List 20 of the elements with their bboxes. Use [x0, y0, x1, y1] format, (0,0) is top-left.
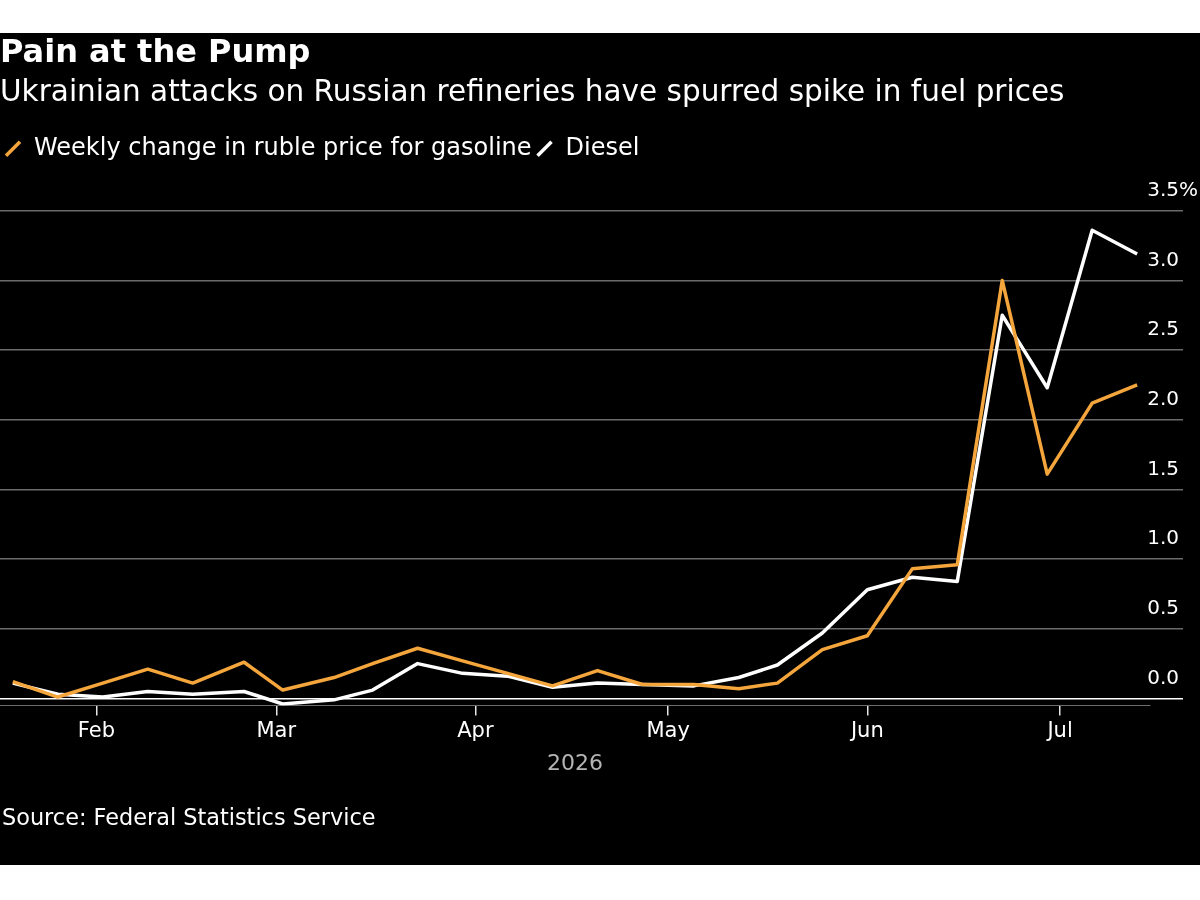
x-tick-label: Mar	[256, 718, 297, 743]
y-tick-label: 1.0	[1147, 525, 1179, 550]
x-tick-label: May	[646, 718, 690, 743]
x-tick-label: Jul	[1045, 718, 1073, 743]
y-tick-label: 1.5	[1147, 455, 1179, 480]
y-tick-label: 2.0	[1147, 385, 1179, 410]
legend-label: Diesel	[565, 133, 640, 162]
y-tick-label: 0.5	[1147, 594, 1179, 619]
x-tick-label: Jun	[848, 718, 884, 743]
source-note: Source: Federal Statistics Service	[2, 804, 377, 830]
x-tick-label: Apr	[457, 718, 494, 743]
chart-subtitle: Ukrainian attacks on Russian refineries have spurred spike in fuel prices	[0, 73, 1065, 108]
x-tick-label: Feb	[77, 718, 115, 743]
y-tick-label: 0.0	[1147, 664, 1179, 689]
y-tick-label: 3.0	[1147, 246, 1179, 271]
x-axis-title: 2026	[547, 749, 603, 775]
y-tick-label: 2.5	[1147, 316, 1179, 341]
chart-title: Pain at the Pump	[0, 31, 311, 70]
legend-label: Weekly change in ruble price for gasoline	[34, 133, 532, 162]
y-tick-label: 3.5%	[1147, 177, 1198, 201]
